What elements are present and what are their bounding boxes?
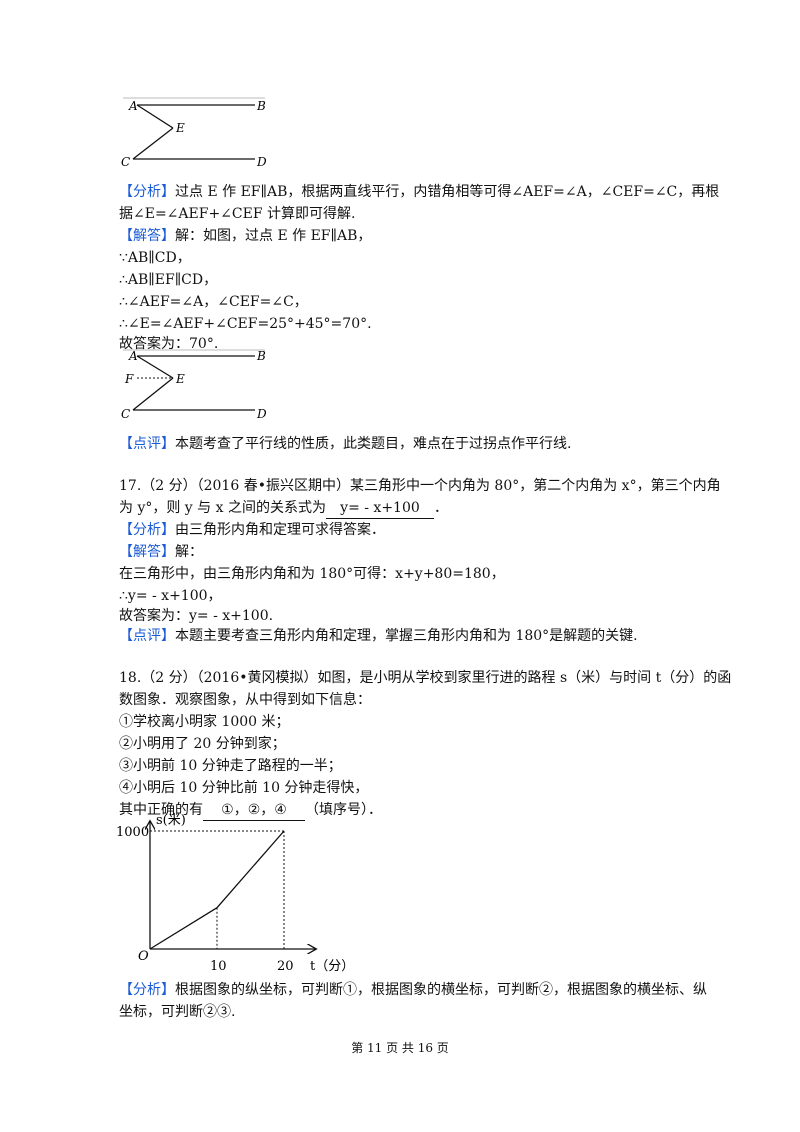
q17-stem-end: ． xyxy=(433,500,448,516)
label-c: C xyxy=(121,155,130,169)
solution-text: 解： xyxy=(175,544,203,560)
q16-step-3: ∴∠AEF=∠A，∠CEF=∠C， xyxy=(119,294,308,310)
q16-step-5: 故答案为：70°. xyxy=(119,336,219,352)
q17-solution: 【解答】解： xyxy=(119,542,203,562)
analysis-tag: 【分析】 xyxy=(119,184,175,200)
segment-ec xyxy=(132,127,174,160)
y-tick-label: 1000 xyxy=(116,825,149,840)
q17-answer-blank: y= - x+100 xyxy=(325,498,434,519)
q18-item-4: ④小明后 10 分钟比前 10 分钟走得快， xyxy=(119,780,369,796)
analysis-text: 过点 E 作 EF∥AB，根据两直线平行，内错角相等可得∠AEF=∠A，∠CEF… xyxy=(175,184,720,200)
segment-ec xyxy=(132,377,174,411)
q16-step-1: ∵AB∥CD， xyxy=(119,250,191,266)
analysis-text: 由三角形内角和定理可求得答案． xyxy=(175,522,385,538)
q17-comment: 【点评】本题主要考查三角形内角和定理，掌握三角形内角和为 180°是解题的关键. xyxy=(119,626,638,646)
q17-stem-line2: 为 y°，则 y 与 x 之间的关系式为 y= - x+100 ． xyxy=(119,498,448,519)
q17-step-1: 在三角形中，由三角形内角和为 180°可得：x+y+80=180， xyxy=(119,566,505,582)
q17-stem-line1: 17.（2 分）（2016 春•振兴区期中）某三角形中一个内角为 80°，第二个… xyxy=(119,478,721,494)
q18-fill-line: 其中正确的有 ①，②，④ （填序号）． xyxy=(119,800,382,821)
origin-label: O xyxy=(138,949,149,964)
segment-ae xyxy=(136,104,174,129)
q18-fill-prefix: 其中正确的有 xyxy=(119,802,203,818)
page-footer: 第 11 页 共 16 页 xyxy=(351,1041,449,1055)
q16-step-2: ∴AB∥EF∥CD， xyxy=(119,272,218,288)
comment-tag: 【点评】 xyxy=(119,436,175,452)
q16-comment: 【点评】本题考查了平行线的性质，此类题目，难点在于过拐点作平行线. xyxy=(119,434,571,454)
q16-analysis-line1: 【分析】过点 E 作 EF∥AB，根据两直线平行，内错角相等可得∠AEF=∠A，… xyxy=(119,182,719,202)
q18-stem-line2: 数图象．观察图象，从中得到如下信息： xyxy=(119,692,371,708)
comment-text: 本题考查了平行线的性质，此类题目，难点在于过拐点作平行线. xyxy=(175,436,572,452)
label-d: D xyxy=(256,155,267,169)
solution-text: 解：如图，过点 E 作 EF∥AB， xyxy=(175,228,372,244)
q17-step-3: 故答案为：y= - x+100. xyxy=(119,608,274,624)
label-f: F xyxy=(124,372,134,386)
q18-analysis-line2: 坐标，可判断②③. xyxy=(119,1004,236,1020)
label-b: B xyxy=(256,99,266,113)
segment-ae xyxy=(136,355,174,379)
label-b: B xyxy=(256,349,266,363)
label-a: A xyxy=(128,99,138,113)
y-axis-label: s(米) xyxy=(156,813,186,828)
q18-analysis-line1: 【分析】根据图象的纵坐标，可判断①，根据图象的横坐标，可判断②，根据图象的横坐标… xyxy=(119,980,707,1000)
label-a: A xyxy=(128,349,138,363)
distance-time-chart: 10 20 1000 s(米) t（分） O xyxy=(116,813,350,974)
comment-tag: 【点评】 xyxy=(119,628,175,644)
figure-parallel-lines-1: A B E C D xyxy=(121,97,267,169)
q18-item-3: ③小明前 10 分钟走了路程的一半； xyxy=(119,758,342,774)
q17-step-2: ∴y= - x+100， xyxy=(119,588,222,604)
label-c: C xyxy=(121,407,130,421)
analysis-tag: 【分析】 xyxy=(119,522,175,538)
q16-step-4: ∴∠E=∠AEF+∠CEF=25°+45°=70°. xyxy=(119,316,372,332)
analysis-text: 根据图象的纵坐标，可判断①，根据图象的横坐标，可判断②，根据图象的横坐标、纵 xyxy=(175,982,707,998)
comment-text: 本题主要考查三角形内角和定理，掌握三角形内角和为 180°是解题的关键. xyxy=(175,628,638,644)
figure-parallel-lines-2: A B F E C D xyxy=(121,349,267,421)
analysis-tag: 【分析】 xyxy=(119,982,175,998)
solution-tag: 【解答】 xyxy=(119,544,175,560)
series-line xyxy=(149,830,285,950)
x-tick-label: 20 xyxy=(277,959,294,974)
q18-fill-suffix: （填序号）． xyxy=(305,802,382,818)
q18-answer-blank: ①，②，④ xyxy=(203,800,305,821)
label-e: E xyxy=(175,121,185,135)
x-axis-label: t（分） xyxy=(310,959,350,974)
label-e: E xyxy=(175,372,185,386)
q18-item-1: ①学校离小明家 1000 米； xyxy=(119,714,290,730)
x-tick-label: 10 xyxy=(210,959,227,974)
q18-stem-line1: 18.（2 分）（2016•黄冈模拟）如图，是小明从学校到家里行进的路程 s（米… xyxy=(119,670,732,686)
solution-tag: 【解答】 xyxy=(119,228,175,244)
q16-analysis-line2: 据∠E=∠AEF+∠CEF 计算即可得解. xyxy=(119,206,356,222)
q17-analysis: 【分析】由三角形内角和定理可求得答案． xyxy=(119,520,385,540)
q16-solution-line1: 【解答】解：如图，过点 E 作 EF∥AB， xyxy=(119,226,371,246)
q17-stem-text: 为 y°，则 y 与 x 之间的关系式为 xyxy=(119,500,326,516)
q18-item-2: ②小明用了 20 分钟到家； xyxy=(119,736,286,752)
label-d: D xyxy=(256,407,267,421)
